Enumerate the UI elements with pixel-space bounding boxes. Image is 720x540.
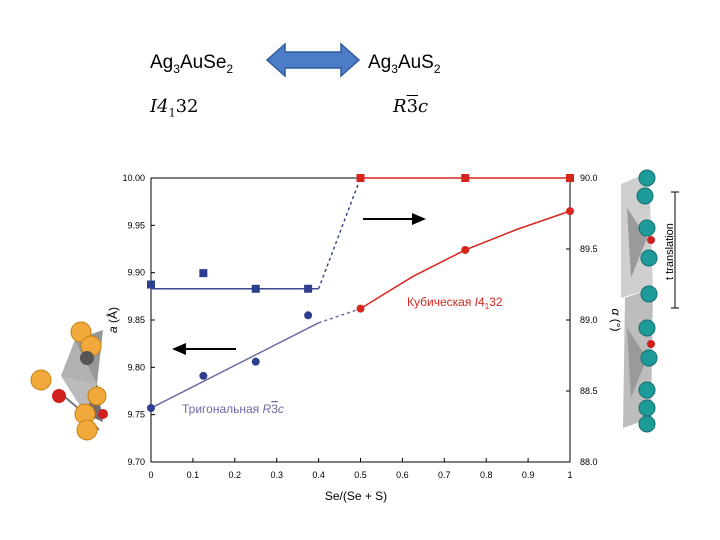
x-tick-label: 0.9: [522, 470, 535, 480]
x-tick-label: 0.5: [354, 470, 367, 480]
data-point-square: [199, 269, 208, 278]
x-tick-label: 0: [148, 470, 153, 480]
data-point-circle: [356, 304, 365, 313]
data-point-circle: [566, 207, 574, 216]
right-y-tick-label: 90.0: [580, 173, 598, 183]
x-tick-label: 1: [567, 470, 572, 480]
right-formula: Ag3AuS2: [368, 52, 441, 76]
left-y-tick-label: 9.90: [127, 268, 145, 278]
data-point-square: [566, 174, 574, 182]
cubic-annotation: Кубическая I4132: [407, 295, 503, 311]
right-arrow-icon: [363, 213, 426, 225]
x-tick-label: 0.6: [396, 470, 409, 480]
x-axis: 0 0.1 0.2 0.3 0.4 0.5 0.6 0.7 0.8 0.9 1: [148, 458, 573, 480]
plot-frame: [150, 177, 571, 463]
x-tick-label: 0.4: [312, 470, 325, 480]
x-tick-label: 0.3: [270, 470, 283, 480]
data-point-square: [251, 284, 260, 293]
fit-line-dashed: [317, 177, 362, 290]
left-y-tick-label: 9.85: [127, 315, 145, 325]
data-point-square: [304, 284, 313, 293]
data-point-circle: [461, 245, 470, 254]
x-axis-label: Se/(Se + S): [325, 489, 387, 503]
trigonal-annotation: Тригональная R3c: [182, 402, 284, 416]
left-y-tick-label: 10.00: [122, 173, 145, 183]
left-y-tick-label: 9.75: [127, 410, 145, 420]
left-y-tick-label: 9.80: [127, 362, 145, 372]
left-arrow-icon: [172, 343, 236, 355]
data-point-circle: [251, 357, 260, 366]
fit-line-dashed: [318, 307, 361, 324]
right-crystal-structure-image: t translation: [621, 169, 679, 433]
data-point-circle: [199, 371, 208, 380]
right-y-axis-label: α (°): [609, 309, 623, 332]
right-y-tick-label: 88.5: [580, 386, 598, 396]
data-point-circle: [147, 404, 155, 413]
x-tick-label: 0.8: [480, 470, 493, 480]
translation-label: t translation: [664, 223, 676, 280]
data-points: [147, 174, 574, 413]
data-point-square: [356, 174, 365, 182]
x-tick-label: 0.2: [229, 470, 242, 480]
right-spacegroup: R3c: [393, 96, 429, 117]
fit-line-solid: [150, 322, 319, 409]
right-y-tick-label: 89.5: [580, 244, 598, 254]
left-crystal-structure-image: [30, 321, 108, 441]
right-y-axis: 88.0 88.5 89.0 89.5 90.0: [566, 173, 598, 467]
right-y-tick-label: 88.0: [580, 457, 598, 467]
left-spacegroup: I4132: [150, 96, 199, 120]
left-y-axis: 9.70 9.75 9.80 9.85 9.90 9.95 10.00: [122, 173, 155, 467]
data-point-square: [147, 280, 155, 289]
fit-lines: [150, 177, 571, 409]
double-arrow-icon: [265, 42, 361, 78]
left-formula: Ag3AuSe2: [150, 52, 234, 76]
x-tick-label: 0.1: [187, 470, 200, 480]
left-y-tick-label: 9.70: [127, 457, 145, 467]
left-y-axis-label: a (Å): [105, 307, 120, 333]
left-y-tick-label: 9.95: [127, 220, 145, 230]
fit-line-solid: [360, 210, 571, 310]
data-point-square: [461, 174, 470, 182]
right-y-tick-label: 89.0: [580, 315, 598, 325]
data-point-circle: [304, 311, 313, 320]
x-tick-label: 0.7: [438, 470, 451, 480]
